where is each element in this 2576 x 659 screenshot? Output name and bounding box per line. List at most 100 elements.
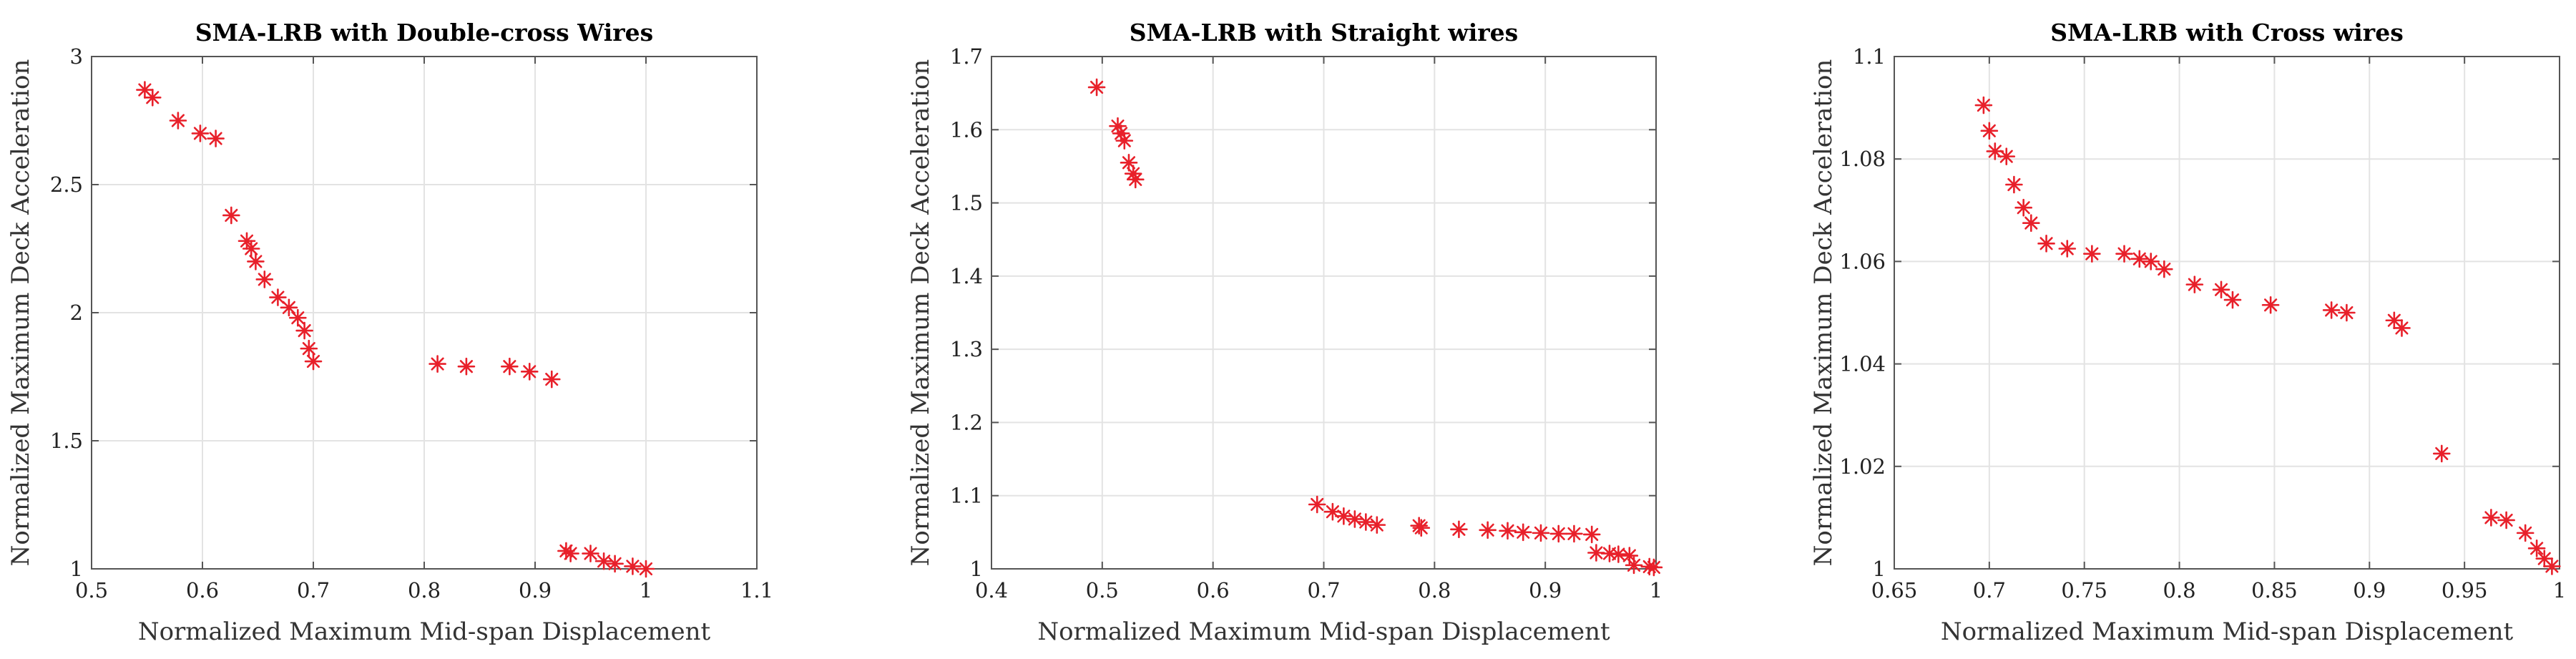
y-tick-label: 1.06 [1839, 249, 1886, 273]
data-point [304, 352, 323, 371]
x-tick-label: 0.5 [1086, 578, 1119, 602]
data-point [562, 545, 579, 562]
data-point [207, 130, 225, 147]
data-point [1986, 142, 2004, 160]
x-tick-label: 1 [640, 578, 652, 602]
x-tick-label: 0.6 [1197, 578, 1230, 602]
y-tick-label: 1.3 [950, 337, 983, 361]
data-point [2482, 509, 2500, 527]
chart-panel-2: SMA-LRB with Straight wires 0.4 0.5 0.6 0.7 0… [906, 19, 1662, 646]
data-point [1645, 558, 1663, 577]
x-tick-label: 0.9 [2353, 578, 2386, 602]
x-tick-label: 0.8 [2163, 578, 2196, 602]
x-tick-label: 0.4 [975, 578, 1008, 602]
data-point [2155, 260, 2173, 278]
chart-title: SMA-LRB with Straight wires [1130, 19, 1518, 47]
y-tick-label: 1.6 [950, 117, 983, 142]
data-point [255, 270, 274, 288]
y-axis-label: Normalized Maximum Deck Acceleration [1809, 59, 1838, 567]
y-tick-label: 1.04 [1839, 352, 1886, 376]
data-point [1346, 510, 1364, 528]
x-axis-label: Normalized Maximum Mid-span Displacement [1037, 617, 1610, 646]
y-tick-label: 1.2 [950, 410, 983, 434]
x-tick-label: 0.8 [408, 578, 441, 602]
x-tick-label: 0.85 [2251, 578, 2298, 602]
data-point [1514, 523, 1532, 542]
data-point [1412, 519, 1431, 537]
data-point [2338, 303, 2356, 322]
chart-title: SMA-LRB with Cross wires [2050, 19, 2404, 47]
data-point [269, 288, 287, 306]
data-point [1980, 122, 1999, 140]
y-axis-label: Normalized Maximum Deck Acceleration [906, 59, 935, 567]
gridlines [991, 57, 1656, 569]
y-tick-label: 1.4 [950, 264, 983, 288]
data-point [1625, 556, 1643, 575]
data-point [1087, 78, 1106, 97]
data-point [2185, 275, 2204, 293]
data-point [1308, 495, 1326, 514]
data-point [2115, 245, 2133, 263]
y-tick-label: 1 [970, 557, 983, 581]
x-tick-label: 0.7 [1973, 578, 2006, 602]
data-point [2022, 214, 2040, 233]
data-point [428, 355, 446, 373]
data-point [2261, 296, 2280, 314]
data-point [1582, 525, 1601, 544]
data-point [1368, 516, 1386, 534]
data-point [222, 206, 240, 225]
data-point [2083, 245, 2101, 263]
chart-panel-1: SMA-LRB with Double-cross Wires 0.5 0.6 0.7… [6, 19, 773, 646]
data-point [1610, 545, 1627, 563]
data-point [169, 112, 187, 130]
y-axis-label: Normalized Maximum Deck Acceleration [6, 59, 35, 567]
data-point [2058, 240, 2077, 258]
gridlines [92, 57, 757, 569]
data-point [242, 240, 260, 258]
data-point [280, 298, 298, 317]
data-point [1450, 520, 1468, 539]
plot-area-frame [1894, 56, 2560, 570]
y-tick-label: 2 [70, 301, 83, 325]
data-point [2497, 511, 2515, 529]
data-point [457, 357, 476, 376]
data-point [295, 321, 313, 340]
data-point [2130, 250, 2149, 268]
data-point [143, 88, 162, 107]
data-point [2527, 540, 2546, 557]
x-tick-label: 0.95 [2442, 578, 2488, 602]
data-point [2223, 291, 2242, 309]
data-point [1532, 524, 1550, 542]
data-point [594, 552, 613, 570]
data-point [1115, 132, 1134, 150]
data-point [1997, 147, 2016, 165]
x-tick-label: 0.9 [1529, 578, 1562, 602]
data-point [1565, 524, 1583, 543]
x-tick-label: 0.9 [519, 578, 552, 602]
data-point [2005, 175, 2023, 194]
data-point [300, 339, 318, 358]
x-axis-label: Normalized Maximum Mid-span Displacement [1941, 617, 2514, 646]
data-point [288, 308, 307, 327]
y-tick-label: 1.5 [50, 429, 83, 453]
x-tick-label: 0.7 [297, 578, 330, 602]
y-tick-label: 1.08 [1839, 147, 1886, 171]
x-tick-label: 0.65 [1871, 578, 1918, 602]
y-tick-label: 3 [70, 44, 83, 69]
data-point [136, 81, 154, 99]
data-point [557, 542, 575, 560]
data-point [582, 545, 599, 562]
data-point [2516, 524, 2535, 542]
chart-panel-3: SMA-LRB with Cross wires 0.65 0.7 0.75 0.8 0.… [1809, 19, 2566, 646]
data-point [520, 363, 539, 381]
data-point [1479, 521, 1497, 540]
x-tick-label: 0.5 [75, 578, 108, 602]
data-point [606, 555, 624, 573]
y-tick-label: 1 [70, 557, 83, 581]
data-point [2322, 301, 2341, 319]
data-point [247, 253, 265, 270]
data-point [2543, 557, 2561, 575]
data-point [2432, 444, 2451, 463]
